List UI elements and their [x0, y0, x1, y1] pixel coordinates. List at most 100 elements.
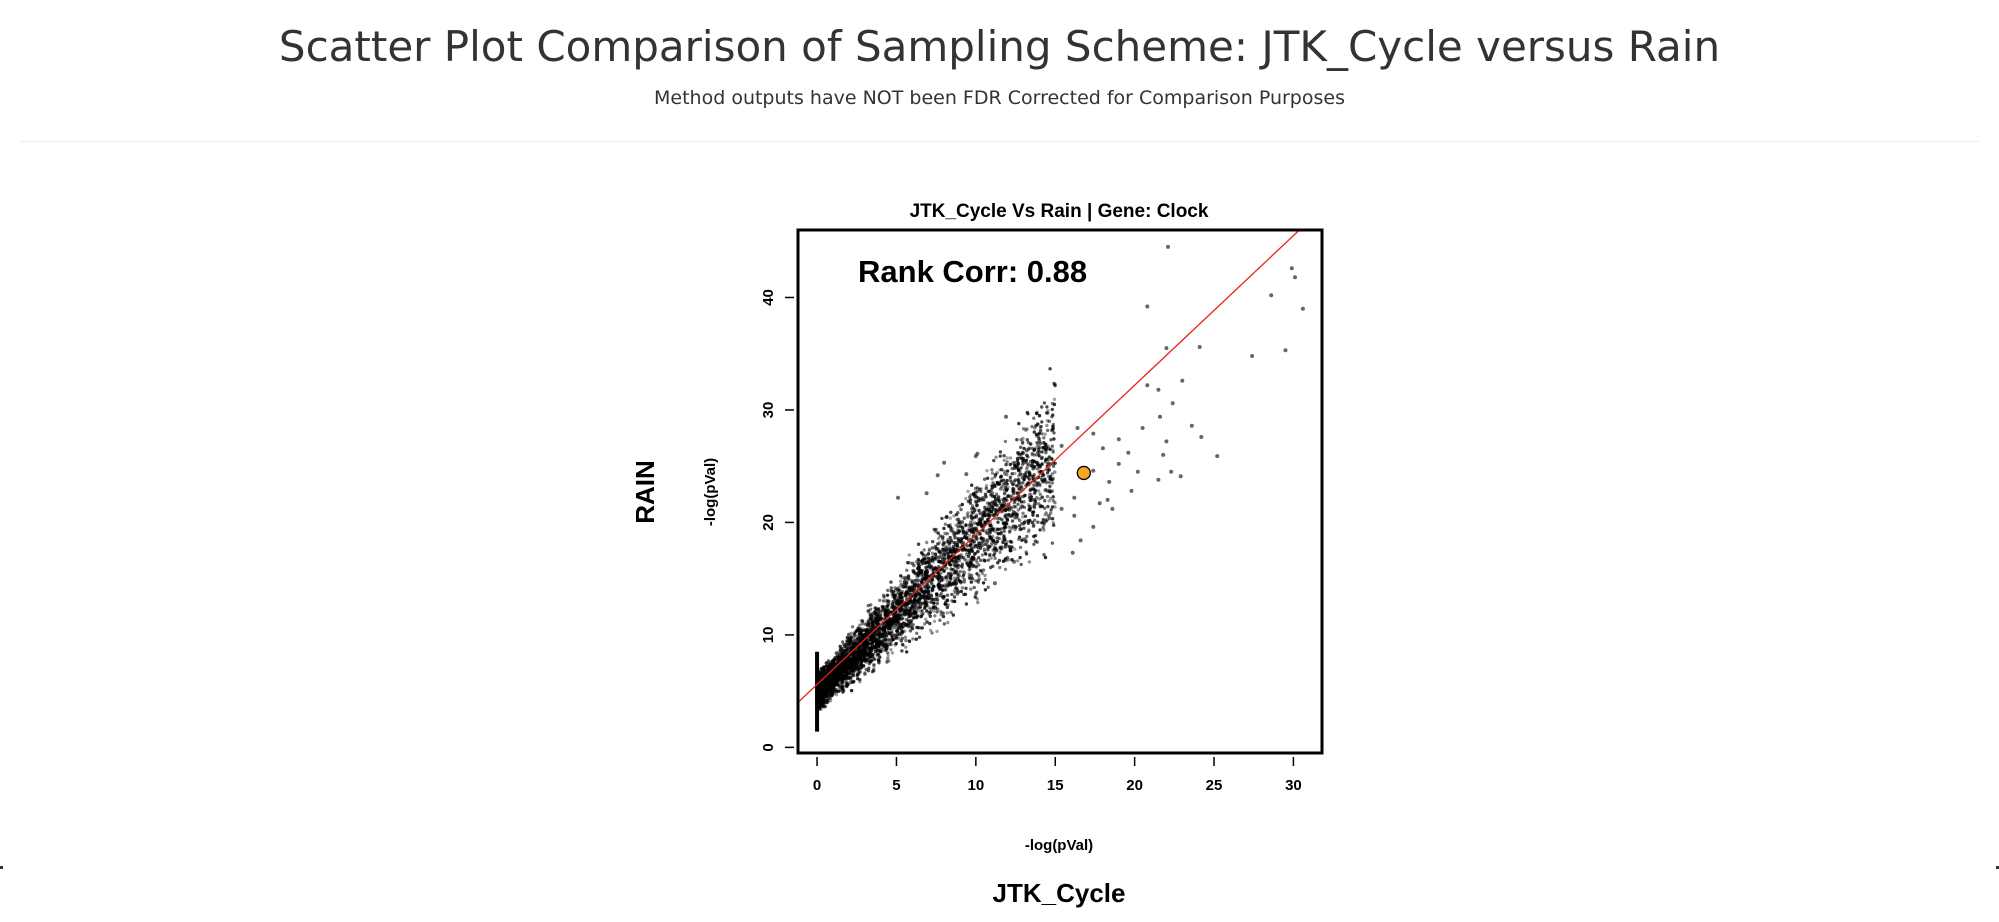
scatter-point	[918, 604, 923, 609]
scatter-point	[1016, 508, 1020, 512]
scatter-point	[1022, 475, 1027, 479]
scatter-point	[1029, 464, 1034, 468]
scatter-point	[1031, 459, 1035, 463]
scatter-point	[907, 639, 911, 643]
scatter-point	[1026, 440, 1031, 445]
scatter-point	[1042, 553, 1046, 557]
scatter-point	[930, 546, 935, 550]
scatter-point	[986, 558, 991, 562]
scatter-point	[1037, 450, 1041, 454]
scatter-point	[1021, 511, 1025, 515]
scatter-point	[921, 574, 926, 579]
scatter-point	[933, 614, 937, 618]
scatter-point	[892, 595, 896, 599]
scatter-point	[878, 639, 883, 643]
scatter-point	[920, 551, 924, 555]
scatter-point	[969, 580, 973, 584]
scatter-point	[994, 541, 998, 545]
scatter-point	[872, 666, 876, 671]
scatter-point	[863, 672, 867, 676]
scatter-point	[1008, 462, 1012, 467]
scatter-point	[954, 513, 959, 517]
scatter-point	[1040, 432, 1044, 436]
scatter-point	[1052, 523, 1056, 527]
scatter-point	[981, 496, 985, 500]
scatter-point	[961, 570, 966, 574]
scatter-point	[1032, 483, 1036, 487]
scatter-point	[913, 610, 917, 614]
scatter-point	[1037, 436, 1041, 441]
scatter-point	[890, 605, 895, 609]
scatter-point	[1021, 538, 1026, 542]
scatter-point	[924, 553, 928, 558]
scatter-point	[1002, 458, 1006, 462]
scatter-point	[1008, 475, 1013, 479]
scatter-point	[1019, 485, 1024, 489]
scatter-point	[975, 486, 980, 490]
scatter-point	[882, 595, 886, 599]
scatter-point	[883, 607, 888, 612]
scatter-point	[911, 637, 915, 641]
scatter-point	[928, 621, 932, 626]
scatter-point	[1051, 450, 1055, 454]
scatter-point	[949, 567, 953, 571]
scatter-point	[951, 613, 955, 617]
scatter-point	[973, 579, 977, 583]
scatter-point	[863, 622, 868, 626]
scatter-point	[903, 635, 907, 639]
scatter-point	[998, 565, 1002, 570]
scatter-point	[984, 484, 989, 488]
scatter-point	[1053, 505, 1057, 509]
scatter-point	[1030, 424, 1034, 429]
scatter-point	[993, 556, 997, 560]
scatter-point	[893, 626, 897, 630]
scatter-point	[983, 573, 987, 578]
scatter-point	[1016, 461, 1021, 466]
scatter-point	[978, 520, 983, 524]
scatter-point	[1045, 405, 1049, 409]
scatter-point	[1015, 484, 1019, 488]
scatter-point	[1051, 464, 1056, 468]
scatter-point	[977, 508, 981, 513]
scatter-point	[964, 523, 968, 527]
scatter-point	[1011, 513, 1015, 517]
scatter-point	[1030, 510, 1035, 515]
scatter-point	[1000, 545, 1004, 549]
scatter-point	[978, 512, 983, 516]
scatter-point	[1043, 506, 1047, 510]
scatter-point	[1008, 539, 1013, 544]
scatter-point	[874, 650, 878, 654]
scatter-point	[1027, 560, 1032, 564]
scatter-point	[952, 530, 956, 534]
scatter-point	[936, 574, 940, 578]
scatter-point	[985, 469, 989, 473]
scatter-point	[978, 532, 983, 536]
scatter-point	[1041, 518, 1046, 522]
scatter-point	[1023, 514, 1028, 518]
scatter-point	[989, 493, 993, 497]
scatter-point	[918, 596, 923, 600]
scatter-point	[968, 543, 972, 548]
scatter-point	[970, 576, 974, 581]
scatter-point	[954, 578, 958, 583]
scatter-point	[1025, 410, 1030, 415]
scatter-point	[852, 634, 856, 639]
scatter-point	[975, 489, 979, 494]
scatter-point	[852, 674, 856, 678]
scatter-point	[1008, 545, 1012, 549]
scatter-point	[981, 513, 985, 517]
scatter-point	[1023, 493, 1027, 498]
scatter-point	[885, 660, 889, 664]
scatter-point	[1044, 511, 1048, 515]
scatter-point	[891, 615, 896, 619]
scatter-point	[1003, 472, 1007, 476]
scatter-point	[858, 629, 862, 633]
scatter-point	[966, 515, 970, 519]
scatter-point	[887, 610, 891, 615]
scatter-point	[1052, 437, 1056, 441]
scatter-point	[1017, 487, 1021, 491]
scatter-point	[936, 577, 940, 581]
scatter-point	[888, 624, 892, 628]
scatter-point	[858, 680, 862, 684]
scatter-point	[991, 527, 995, 531]
